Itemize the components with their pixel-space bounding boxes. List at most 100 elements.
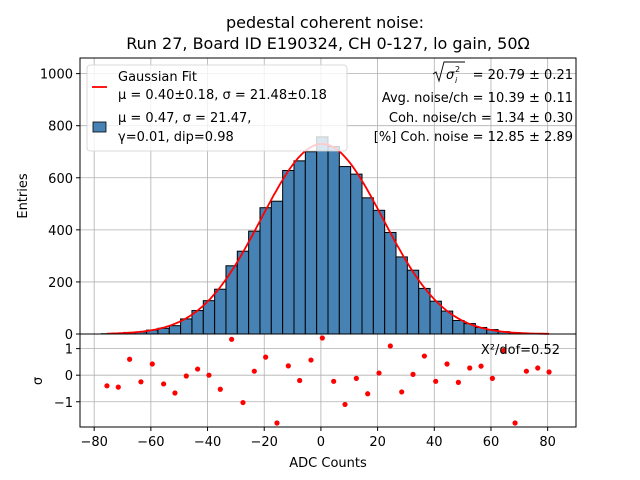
residual-point bbox=[251, 368, 257, 374]
residual-point bbox=[489, 375, 495, 381]
histogram-bar bbox=[304, 151, 318, 335]
residual-y-tick-label: 0 bbox=[65, 369, 73, 384]
residual-y-axis-label: σ bbox=[31, 377, 46, 385]
residual-point bbox=[195, 366, 201, 372]
residual-point bbox=[353, 375, 359, 381]
annotation-coh-noise: Coh. noise/ch = 1.34 ± 0.30 bbox=[389, 111, 573, 126]
residual-point bbox=[285, 363, 291, 369]
x-tick-label: 40 bbox=[426, 435, 443, 450]
svg-text:σ: σ bbox=[446, 68, 455, 83]
residual-point bbox=[535, 365, 541, 371]
histogram-bars bbox=[100, 136, 544, 335]
histogram-bar bbox=[418, 287, 431, 335]
histogram-bar bbox=[248, 230, 261, 335]
legend: Gaussian Fit μ = 0.40±0.18, σ = 21.48±0.… bbox=[86, 64, 348, 152]
histogram-bar bbox=[202, 300, 216, 335]
residual-point bbox=[115, 384, 121, 390]
histogram-bar bbox=[316, 136, 329, 335]
residual-point bbox=[501, 347, 507, 354]
residual-point bbox=[127, 356, 133, 362]
legend-hist-stats: γ=0.01, dip=0.98 bbox=[118, 130, 234, 145]
histogram-bar bbox=[270, 200, 284, 335]
residual-point bbox=[331, 378, 337, 384]
histogram-bar bbox=[327, 146, 340, 335]
x-tick-label: 20 bbox=[369, 435, 386, 450]
residual-point bbox=[138, 379, 144, 385]
histogram-bar bbox=[429, 300, 442, 335]
histogram-bar bbox=[338, 166, 352, 335]
x-tick-label: −40 bbox=[194, 435, 221, 450]
residual-point bbox=[387, 343, 393, 349]
histogram-bar bbox=[452, 319, 465, 335]
residual-point bbox=[410, 371, 416, 377]
residual-point bbox=[308, 357, 314, 363]
histogram-bar bbox=[350, 173, 363, 335]
residual-point bbox=[478, 363, 484, 369]
histogram-bar bbox=[259, 207, 272, 335]
top-y-tick-label: 800 bbox=[48, 120, 73, 135]
residual-point bbox=[183, 373, 189, 379]
residual-point bbox=[455, 379, 461, 385]
residual-y-tick-label: 1 bbox=[65, 343, 73, 358]
annotation-coh-noise-percent: [%] Coh. noise = 12.85 ± 2.89 bbox=[374, 130, 573, 145]
noise-annotations: σ 2 i = 20.79 ± 0.21 Avg. noise/ch = 10.… bbox=[374, 61, 573, 145]
top-y-axis-label: Entries bbox=[16, 173, 31, 219]
histogram-bar bbox=[361, 197, 374, 335]
residual-y-ticks: −1 0 1 bbox=[54, 343, 80, 411]
residual-point bbox=[365, 391, 371, 397]
legend-hist-params: μ = 0.47, σ = 21.47, bbox=[118, 111, 251, 126]
residual-point bbox=[297, 377, 303, 384]
residual-point bbox=[512, 420, 518, 426]
x-tick-label: −80 bbox=[80, 435, 107, 450]
top-y-tick-label: 0 bbox=[65, 328, 73, 343]
x-tick-label: 60 bbox=[483, 435, 500, 450]
residual-point bbox=[263, 354, 269, 360]
annotation-sqrt-sigma-value: = 20.79 ± 0.21 bbox=[473, 68, 573, 83]
histogram-bar bbox=[282, 169, 295, 335]
residual-point bbox=[342, 401, 348, 408]
residual-point bbox=[444, 361, 450, 367]
residual-point bbox=[240, 399, 246, 406]
residual-point bbox=[172, 390, 178, 396]
x-tick-label: −20 bbox=[251, 435, 278, 450]
x-tick-label: 0 bbox=[317, 435, 325, 450]
residual-point bbox=[433, 378, 439, 384]
svg-text:2: 2 bbox=[455, 65, 460, 74]
annotation-avg-noise: Avg. noise/ch = 10.39 ± 0.11 bbox=[382, 91, 573, 106]
residual-points bbox=[104, 335, 552, 426]
x-axis-label: ADC Counts bbox=[289, 456, 367, 471]
svg-text:i: i bbox=[455, 76, 458, 85]
x-ticks: −80 −60 −40 −20 0 20 40 60 80 bbox=[80, 427, 556, 450]
top-y-tick-label: 1000 bbox=[40, 68, 73, 83]
residual-point bbox=[206, 372, 212, 378]
residual-point bbox=[161, 381, 167, 387]
chart-title-line2: Run 27, Board ID E190324, CH 0-127, lo g… bbox=[126, 34, 529, 53]
sqrt-symbol bbox=[432, 61, 465, 83]
x-tick-label: 80 bbox=[539, 435, 556, 450]
residual-point bbox=[523, 368, 530, 374]
residual-point bbox=[217, 386, 223, 392]
residual-point bbox=[546, 369, 552, 375]
legend-fit-params: μ = 0.40±0.18, σ = 21.48±0.18 bbox=[118, 88, 327, 103]
histogram-bar bbox=[293, 160, 306, 335]
residual-point bbox=[467, 365, 473, 371]
legend-hist-marker bbox=[92, 121, 107, 133]
annotation-sqrt-sigma: σ 2 i = 20.79 ± 0.21 bbox=[432, 61, 573, 85]
residual-point bbox=[104, 383, 110, 389]
residual-point bbox=[319, 335, 325, 341]
residual-point bbox=[149, 361, 155, 367]
top-y-tick-label: 200 bbox=[48, 276, 73, 291]
histogram-bar bbox=[384, 231, 397, 335]
chart-title-line1: pedestal coherent noise: bbox=[226, 13, 424, 32]
top-y-ticks: 0 200 400 600 800 1000 bbox=[40, 68, 80, 343]
residual-panel-frame bbox=[79, 333, 577, 428]
residual-point bbox=[376, 370, 382, 376]
residual-point bbox=[229, 336, 235, 342]
legend-fit-label: Gaussian Fit bbox=[118, 70, 197, 85]
histogram-bar bbox=[406, 269, 420, 335]
top-y-tick-label: 600 bbox=[48, 172, 73, 187]
residual-y-tick-label: −1 bbox=[54, 396, 73, 411]
chi2-annotation: X²/dof=0.52 bbox=[481, 343, 560, 358]
histogram-bar bbox=[395, 256, 408, 335]
